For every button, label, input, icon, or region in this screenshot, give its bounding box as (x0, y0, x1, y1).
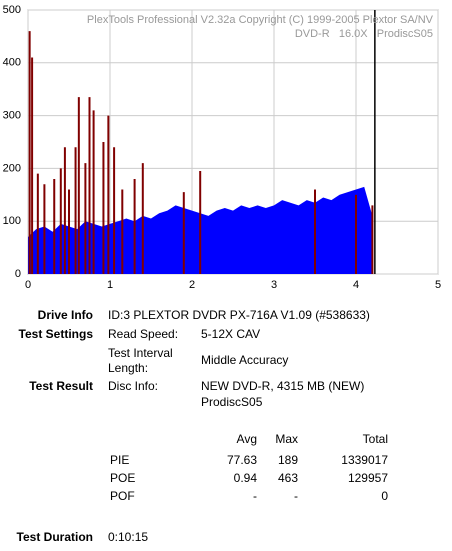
table-cell: 0.94 (233, 471, 257, 485)
y-tick-label: 0 (15, 268, 21, 280)
table-cell: - (253, 489, 257, 503)
table-header: Total (362, 432, 388, 446)
table-header: Avg (236, 432, 257, 446)
label: Test Duration (16, 530, 93, 544)
table-cell: 0 (381, 489, 388, 503)
label: Drive Info (37, 308, 93, 322)
header-line: PlexTools Professional V2.32a Copyright … (87, 14, 434, 26)
x-tick-label: 0 (25, 279, 31, 291)
value: 5-12X CAV (201, 327, 261, 341)
table-header: Max (275, 432, 298, 446)
table-cell: - (294, 489, 298, 503)
y-tick-label: 100 (3, 215, 21, 227)
table-cell: 129957 (347, 471, 388, 485)
table-cell: 1339017 (341, 453, 388, 467)
table-cell: 463 (277, 471, 298, 485)
row-label: POE (110, 471, 136, 485)
header-line: DVD-R 16.0X ProdiscS05 (295, 28, 433, 40)
label: Test Settings (18, 327, 93, 341)
label: Read Speed: (108, 327, 179, 341)
value: ProdiscS05 (201, 395, 263, 409)
table-cell: 77.63 (226, 453, 257, 467)
y-tick-label: 500 (3, 4, 21, 16)
label: Test Result (29, 379, 93, 393)
value: ID:3 PLEXTOR DVDR PX-716A V1.09 (#538633… (108, 308, 370, 322)
y-tick-label: 200 (3, 162, 21, 174)
label: Disc Info: (108, 379, 159, 393)
row-label: PIE (110, 453, 130, 467)
x-tick-label: 2 (189, 279, 195, 291)
x-tick-label: 3 (271, 279, 277, 291)
label: Test Interval Length: (108, 346, 173, 375)
table-cell: 189 (277, 453, 298, 467)
x-tick-label: 1 (107, 279, 113, 291)
y-tick-label: 400 (3, 57, 21, 69)
x-tick-label: 4 (353, 279, 359, 291)
y-tick-label: 300 (3, 110, 21, 122)
value: NEW DVD-R, 4315 MB (NEW) (201, 379, 365, 393)
chart: 0 100 200 300 400 500 0 1 2 3 4 5 PlexTools Profess… (3, 4, 441, 291)
value: 0:10:15 (108, 530, 149, 544)
x-tick-label: 5 (435, 279, 441, 291)
row-label: POF (110, 489, 135, 503)
value: Middle Accuracy (201, 353, 289, 367)
